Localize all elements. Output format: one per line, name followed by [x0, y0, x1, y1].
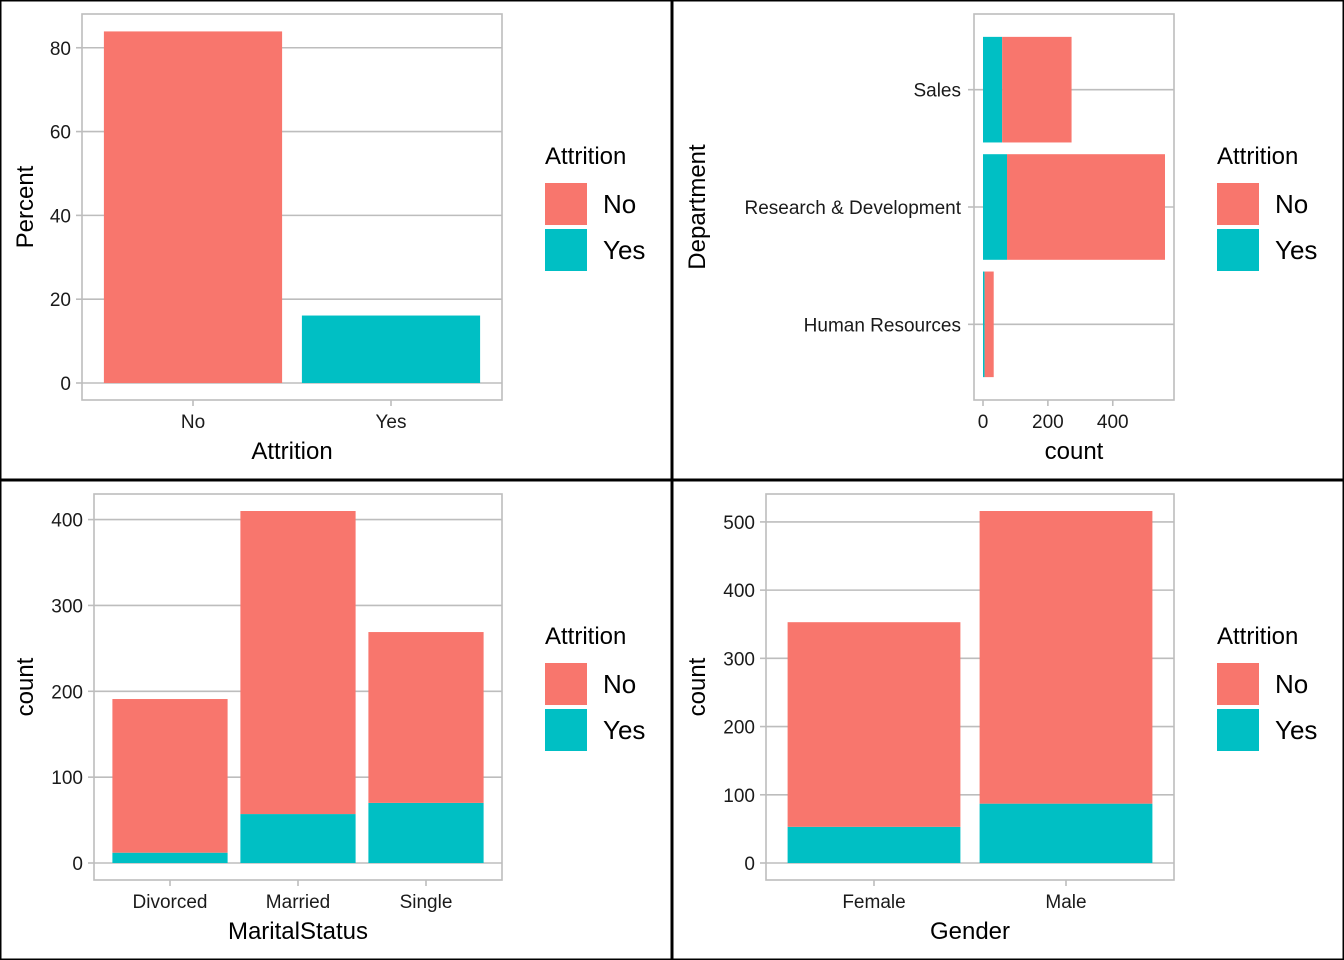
y-tick-label: 100	[51, 768, 83, 789]
legend-label-no: No	[1275, 669, 1308, 699]
x-tick-label: Female	[842, 892, 905, 913]
y-tick-label: Research & Development	[745, 198, 962, 219]
chart-panel-3: 0 100 200 300 400 Divorced Married Single Marita…	[12, 493, 645, 945]
legend: Attrition No Yes	[545, 623, 645, 751]
legend-key-no	[1217, 663, 1259, 705]
legend-title: Attrition	[1217, 143, 1298, 170]
bar-female-no	[787, 622, 961, 827]
chart-panel-1: 0 20 40 60 80 No Yes Attrition Percent Attrition N…	[12, 13, 645, 465]
x-axis-title: count	[1045, 438, 1104, 465]
legend-key-yes	[545, 229, 587, 271]
y-axis-title: Percent	[12, 165, 39, 248]
chart-panel-2: Human Resources Research & Development Sal…	[684, 13, 1317, 465]
y-tick-label: Sales	[913, 81, 961, 102]
y-tick-label: 300	[723, 649, 755, 670]
x-tick-label: 400	[1097, 412, 1129, 433]
legend-key-no	[545, 663, 587, 705]
y-tick-label: 200	[51, 682, 83, 703]
y-axis-title: Department	[684, 144, 711, 270]
x-tick-label: Single	[400, 892, 453, 913]
y-tick-label: 300	[51, 596, 83, 617]
x-tick-label: 0	[978, 412, 989, 433]
x-tick-label: Divorced	[133, 892, 208, 913]
y-tick-label: 100	[723, 786, 755, 807]
y-tick-label: 200	[723, 718, 755, 739]
y-tick-label: 20	[50, 290, 71, 311]
plot-frame	[93, 493, 503, 881]
bar-no-no	[103, 31, 283, 384]
bar-divorced-no	[112, 699, 228, 853]
x-tick-label: 200	[1032, 412, 1064, 433]
x-tick-label: Married	[266, 892, 330, 913]
y-tick-label: 60	[50, 123, 71, 144]
bar-sales-no	[1002, 36, 1072, 143]
legend-key-no	[545, 183, 587, 225]
legend-key-no	[1217, 183, 1259, 225]
bar-married-yes	[240, 814, 356, 863]
y-tick-label: Human Resources	[804, 315, 961, 336]
legend-title: Attrition	[545, 623, 626, 650]
legend-label-yes: Yes	[1275, 715, 1317, 745]
plot-frame	[765, 493, 1175, 881]
legend-key-yes	[1217, 229, 1259, 271]
y-tick-label: 400	[723, 581, 755, 602]
legend-label-yes: Yes	[603, 235, 645, 265]
bar-sales-yes	[983, 36, 1003, 143]
legend-title: Attrition	[545, 143, 626, 170]
legend: Attrition No Yes	[1217, 143, 1317, 271]
x-tick-label: No	[181, 412, 205, 433]
bar-male-no	[979, 511, 1153, 804]
legend-label-no: No	[603, 669, 636, 699]
bar-male-yes	[979, 803, 1153, 863]
panel-border	[0, 480, 672, 960]
legend-key-yes	[545, 709, 587, 751]
legend-label-no: No	[603, 189, 636, 219]
y-tick-label: 500	[723, 513, 755, 534]
y-tick-label: 80	[50, 39, 71, 60]
legend-label-no: No	[1275, 189, 1308, 219]
legend-label-yes: Yes	[603, 715, 645, 745]
bar-married-no	[240, 511, 356, 815]
legend-label-yes: Yes	[1275, 235, 1317, 265]
x-axis-title: Attrition	[251, 438, 332, 465]
bar-yes-yes	[301, 315, 481, 383]
legend: Attrition No Yes	[1217, 623, 1317, 751]
bar-research-development-yes	[983, 154, 1008, 260]
x-axis-title: MaritalStatus	[228, 918, 368, 945]
panel-border	[672, 480, 1344, 960]
chart-panel-4: 0 100 200 300 400 500 Female Male Gender count Att…	[684, 493, 1317, 945]
bar-single-no	[368, 632, 484, 803]
bar-divorced-yes	[112, 852, 228, 863]
y-tick-label: 40	[50, 206, 71, 227]
x-tick-label: Yes	[376, 412, 407, 433]
y-axis-title: count	[12, 657, 39, 716]
bar-research-development-no	[1007, 154, 1165, 260]
bar-female-yes	[787, 826, 961, 863]
bar-human-resources-no	[984, 271, 994, 378]
legend-title: Attrition	[1217, 623, 1298, 650]
panel-border	[0, 0, 672, 480]
y-axis-title: count	[684, 657, 711, 716]
legend-key-yes	[1217, 709, 1259, 751]
y-tick-label: 400	[51, 511, 83, 532]
bar-single-yes	[368, 802, 484, 863]
panel-border	[672, 0, 1344, 480]
x-axis-title: Gender	[930, 918, 1010, 945]
y-tick-label: 0	[744, 854, 755, 875]
legend: Attrition No Yes	[545, 143, 645, 271]
plot-frame	[973, 13, 1175, 401]
bar-human-resources-yes	[983, 271, 985, 378]
y-tick-label: 0	[60, 374, 71, 395]
plot-frame	[81, 13, 503, 401]
x-tick-label: Male	[1045, 892, 1086, 913]
y-tick-label: 0	[72, 854, 83, 875]
